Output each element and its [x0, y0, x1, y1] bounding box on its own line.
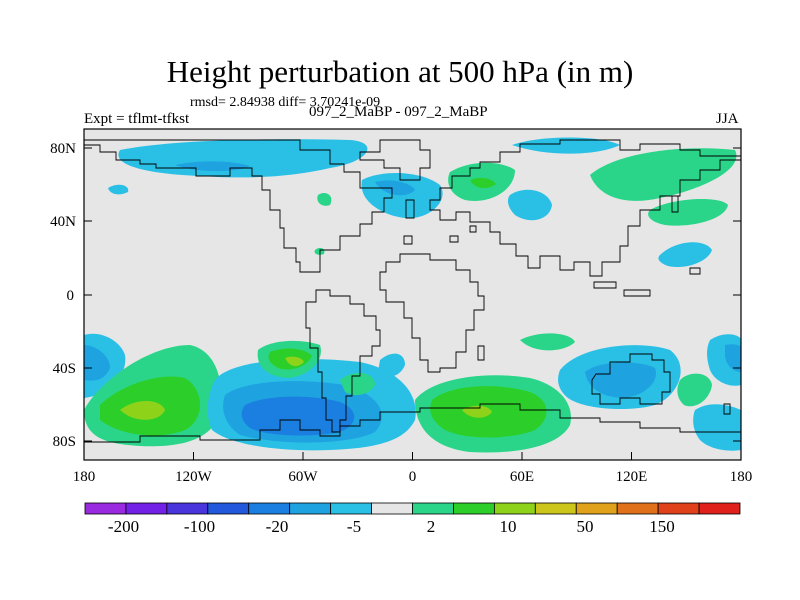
- contour-sam-blue-core: [241, 396, 355, 436]
- lon-label-120w: 120W: [175, 469, 213, 485]
- contour-aus-green: [677, 373, 712, 407]
- lat-label-80s: 80S: [53, 434, 76, 450]
- coast-indonesia: [593, 281, 651, 297]
- contour-atlantic-blue-core: [375, 180, 415, 196]
- coast-north-america: [84, 139, 393, 273]
- lon-label-180-right: 180: [730, 469, 753, 485]
- coast-british-isles: [405, 199, 415, 219]
- right-subtitle: JJA: [716, 111, 739, 127]
- lon-label-60w: 60W: [288, 469, 318, 485]
- stats-text: rmsd= 2.84938 diff= 3.70241e-09: [190, 95, 381, 110]
- coast-japan: [671, 195, 679, 213]
- contour-satl-blue: [378, 353, 405, 377]
- colorbar-swatch: [657, 502, 700, 515]
- lon-label-60e: 60E: [510, 469, 534, 485]
- colorbar-swatch: [207, 502, 250, 515]
- contour-africa-yellow: [462, 405, 492, 418]
- lat-label-80n: 80N: [50, 141, 76, 157]
- lat-tick-marks: [84, 147, 741, 442]
- contour-europe-green-core: [470, 177, 496, 189]
- colorbar-swatch: [575, 502, 618, 515]
- colorbar-swatch: [371, 502, 413, 515]
- colorbar-labels: -200 -100 -20 -5 2 10 50 150: [108, 517, 675, 536]
- colorbar-swatch: [248, 502, 291, 515]
- coast-eurasia: [429, 139, 741, 277]
- colorbar-swatch: [166, 502, 209, 515]
- contour-small-blue-1: [108, 184, 129, 195]
- lat-label-40s: 40S: [53, 361, 76, 377]
- colorbar-label: -5: [347, 517, 361, 536]
- coast-africa: [379, 253, 485, 373]
- contour-neasia-green: [590, 148, 737, 201]
- colorbar-swatch: [453, 502, 495, 515]
- plot-title: Height perturbation at 500 hPa (in m): [166, 54, 634, 89]
- lon-label-0: 0: [409, 469, 417, 485]
- colorbar-swatch: [125, 502, 168, 515]
- contour-satl-green-ring: [340, 372, 375, 396]
- coast-antarctica: [84, 403, 741, 443]
- contour-aus-blue: [693, 404, 741, 451]
- colorbar-swatch: [534, 502, 577, 515]
- contour-npac-blue: [658, 242, 712, 268]
- contour-asia-blue: [507, 189, 552, 221]
- colorbar-swatch: [493, 502, 536, 515]
- contour-aus-blue-right-core: [725, 344, 741, 372]
- contour-sam-yellow-small: [285, 356, 304, 367]
- colorbar-swatch: [84, 502, 127, 515]
- colorbar-label: -20: [266, 517, 289, 536]
- lon-label-180-left: 180: [73, 469, 96, 485]
- coastlines: [84, 139, 741, 443]
- colorbar-swatch: [330, 502, 372, 515]
- left-subtitle: Expt = tflmt-tfkst: [84, 111, 190, 127]
- colorbar-label: 2: [427, 517, 436, 536]
- contour-siberia-blue: [512, 137, 620, 154]
- contour-sam-green: [520, 333, 575, 351]
- coast-new-zealand: [723, 403, 731, 415]
- coast-small-islands: [403, 225, 701, 275]
- colorbar-label: 150: [649, 517, 675, 536]
- coast-madagascar: [477, 345, 485, 361]
- colorbar-swatch: [289, 502, 332, 515]
- colorbar-label: -100: [184, 517, 215, 536]
- colorbar: [84, 502, 741, 515]
- contour-nh-blue-core: [175, 161, 250, 172]
- contour-spac-yellow: [120, 401, 165, 420]
- lat-label-40n: 40N: [50, 214, 76, 230]
- coast-south-america: [305, 289, 381, 433]
- colorbar-label: -200: [108, 517, 139, 536]
- coast-australia: [591, 353, 671, 405]
- colorbar-label: 10: [500, 517, 517, 536]
- contour-india-blue-core: [585, 362, 656, 398]
- colorbar-label: 50: [577, 517, 594, 536]
- colorbar-swatch: [412, 502, 454, 515]
- lat-label-0: 0: [67, 288, 75, 304]
- center-subtitle: 097_2_MaBP - 097_2_MaBP: [309, 104, 488, 120]
- colorbar-swatch: [698, 502, 741, 515]
- lon-tick-marks: [83, 452, 742, 460]
- colorbar-swatch: [616, 502, 659, 515]
- contour-npac-green: [648, 198, 728, 226]
- lon-label-120e: 120E: [616, 469, 648, 485]
- contour-shemi-blue-left-core: [84, 345, 110, 381]
- contour-small-green-1: [317, 193, 332, 206]
- coast-greenland: [359, 139, 431, 181]
